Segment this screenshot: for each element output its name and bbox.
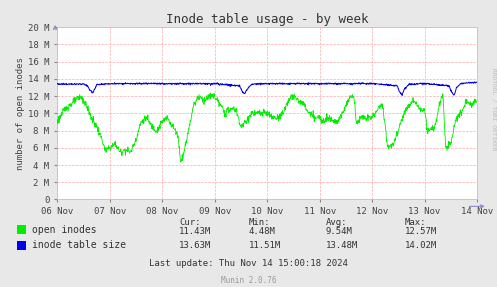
Text: 4.48M: 4.48M: [248, 226, 275, 236]
Text: Cur:: Cur:: [179, 218, 200, 227]
Text: Max:: Max:: [405, 218, 426, 227]
Text: inode table size: inode table size: [32, 241, 126, 250]
Text: 9.54M: 9.54M: [326, 226, 352, 236]
Text: 13.63M: 13.63M: [179, 241, 211, 251]
Text: RRDTOOL / TOBI OETIKER: RRDTOOL / TOBI OETIKER: [491, 68, 496, 150]
Text: 11.51M: 11.51M: [248, 241, 281, 251]
Text: 13.48M: 13.48M: [326, 241, 358, 251]
Text: 14.02M: 14.02M: [405, 241, 437, 251]
Text: 11.43M: 11.43M: [179, 226, 211, 236]
Y-axis label: number of open inodes: number of open inodes: [16, 57, 25, 170]
Text: Avg:: Avg:: [326, 218, 347, 227]
Text: 12.57M: 12.57M: [405, 226, 437, 236]
Text: Last update: Thu Nov 14 15:00:18 2024: Last update: Thu Nov 14 15:00:18 2024: [149, 259, 348, 268]
Text: open inodes: open inodes: [32, 225, 97, 234]
Title: Inode table usage - by week: Inode table usage - by week: [166, 13, 368, 26]
Text: Min:: Min:: [248, 218, 270, 227]
Text: Munin 2.0.76: Munin 2.0.76: [221, 276, 276, 285]
